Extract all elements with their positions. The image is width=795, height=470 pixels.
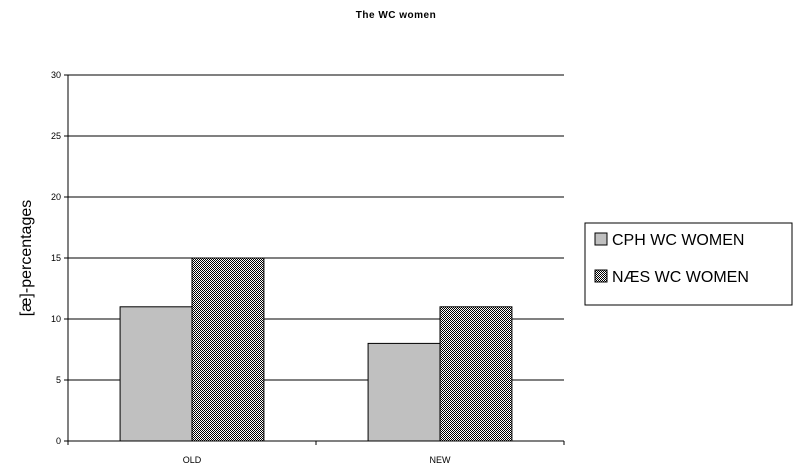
legend-label-cph: CPH WC WOMEN bbox=[612, 232, 744, 249]
axes bbox=[64, 74, 565, 445]
tick-labels: 0 5 10 15 20 25 30 OLD NEW bbox=[51, 70, 451, 465]
chart-title: The WC women bbox=[356, 10, 436, 21]
legend: CPH WC WOMEN NÆS WC WOMEN bbox=[584, 222, 793, 306]
legend-box bbox=[584, 222, 793, 306]
bars bbox=[119, 257, 513, 442]
y-tick-label: 0 bbox=[56, 436, 61, 446]
bar bbox=[119, 306, 193, 442]
y-tick-label: 20 bbox=[51, 192, 61, 202]
legend-swatch-naes bbox=[594, 269, 608, 283]
bar bbox=[439, 306, 513, 442]
y-axis-label: [æ]-percentages bbox=[18, 200, 35, 317]
y-tick-label: 25 bbox=[51, 131, 61, 141]
bar bbox=[367, 342, 441, 442]
y-tick-label: 30 bbox=[51, 70, 61, 80]
legend-swatch-cph bbox=[594, 232, 608, 246]
y-tick-label: 10 bbox=[51, 314, 61, 324]
y-tick-label: 5 bbox=[56, 375, 61, 385]
bar bbox=[191, 257, 265, 442]
y-tick-label: 15 bbox=[51, 253, 61, 263]
legend-label-naes: NÆS WC WOMEN bbox=[612, 269, 749, 286]
x-tick-label: NEW bbox=[430, 455, 452, 465]
x-tick-label: OLD bbox=[183, 455, 202, 465]
